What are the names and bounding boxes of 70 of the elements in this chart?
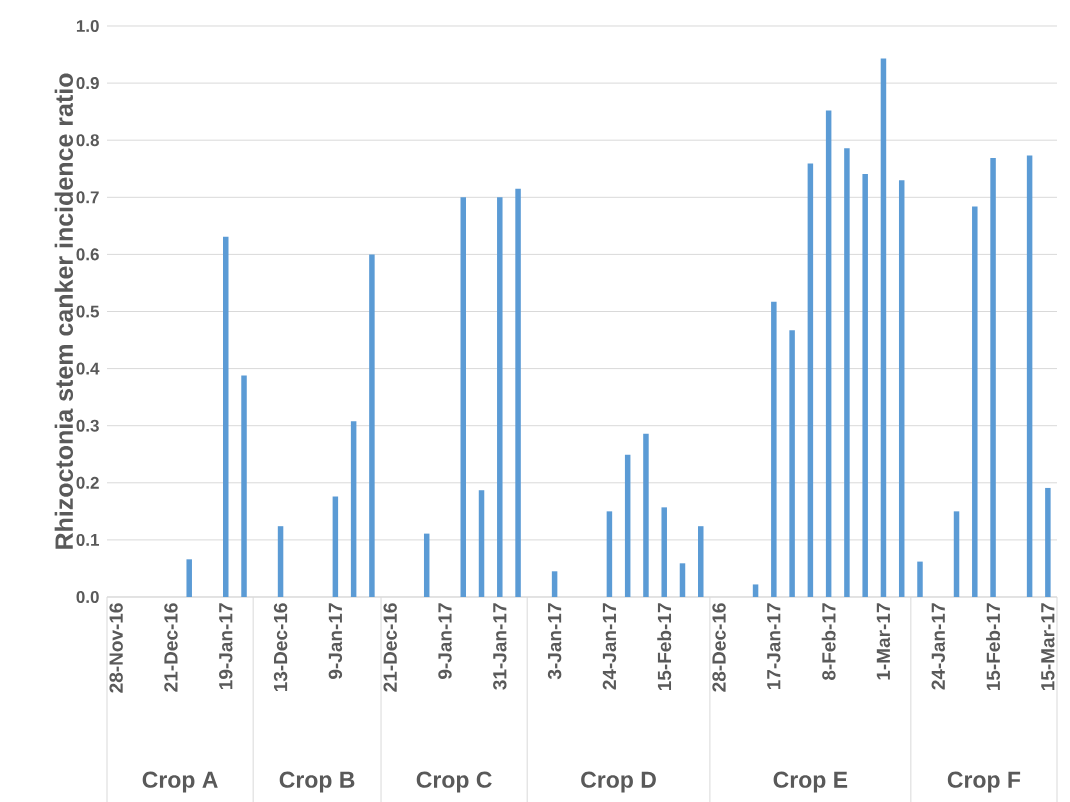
y-tick-label: 0.6 [76, 248, 99, 261]
bar [369, 254, 375, 597]
bar [862, 173, 868, 597]
x-tick-label: 15-Feb-17 [986, 603, 1001, 691]
bar [460, 197, 466, 597]
bar [551, 571, 558, 597]
x-tick-label: 9-Jan-17 [328, 603, 343, 679]
y-tick-label: 0.3 [76, 419, 99, 432]
x-tick-label: 15-Mar-17 [1041, 603, 1055, 691]
bar [825, 110, 832, 597]
bar [771, 301, 777, 597]
x-tick-label: 19-Jan-17 [219, 603, 233, 689]
bar [223, 236, 229, 597]
x-tick-label: 24-Jan-17 [602, 603, 617, 690]
x-tick-label: 21-Dec-16 [164, 603, 178, 692]
x-tick-label: 13-Dec-16 [273, 603, 288, 692]
text: Crop C [416, 771, 492, 793]
bar [898, 180, 905, 597]
x-tick-label: 17-Jan-17 [767, 603, 781, 689]
y-tick-label: 0.9 [76, 77, 99, 90]
y-tick-label: 0.1 [76, 533, 100, 546]
x-tick-label: 9-Jan-17 [438, 603, 452, 679]
y-tick-label: 0.4 [76, 362, 100, 375]
y-tick-label: 1.0 [76, 19, 99, 33]
bar [844, 148, 850, 597]
text: Crop F [947, 771, 1021, 793]
bar [497, 197, 503, 597]
bar [1026, 155, 1033, 597]
y-tick-label: 0.0 [76, 590, 99, 604]
bar [423, 533, 430, 597]
bar [661, 507, 667, 597]
y-tick-label: 0.5 [76, 305, 100, 318]
text: Crop B [279, 771, 355, 793]
bar [624, 454, 631, 597]
bar [880, 58, 887, 597]
x-tick-label: 1-Mar-17 [876, 603, 891, 680]
x-tick-label: 24-Jan-17 [931, 603, 945, 690]
bar [990, 157, 996, 597]
bar [953, 511, 960, 597]
bar [606, 511, 613, 597]
bar [478, 490, 485, 597]
bar [698, 526, 704, 597]
text: Crop E [773, 771, 848, 793]
bar [752, 584, 759, 597]
bar [643, 433, 649, 597]
x-tick-label: 28-Nov-16 [109, 603, 123, 693]
bar [1045, 487, 1051, 597]
x-tick-label: 28-Dec-16 [712, 603, 726, 692]
bar [515, 188, 521, 597]
x-tick-label: 21-Dec-16 [383, 603, 397, 692]
x-tick-label: 15-Feb-17 [657, 603, 672, 691]
bar [679, 563, 686, 597]
y-tick-label: 0.7 [76, 191, 99, 204]
bar [186, 559, 192, 597]
bar [277, 526, 284, 597]
bar [789, 330, 795, 597]
x-tick-label: 3-Jan-17 [547, 603, 562, 680]
text: Crop A [142, 771, 218, 793]
bar [807, 163, 814, 597]
bar [350, 421, 357, 597]
bar [332, 496, 339, 597]
y-tick-label: 0.8 [76, 134, 99, 147]
text: Crop D [581, 771, 656, 793]
bar [241, 375, 247, 597]
x-tick-label: 31-Jan-17 [493, 603, 507, 690]
y-tick-label: 0.2 [76, 476, 99, 489]
x-tick-label: 8-Feb-17 [821, 603, 836, 681]
y-axis-title: Rhizoctonia stem canker incidence ratio [54, 73, 74, 549]
bar [972, 206, 978, 597]
bar [917, 561, 923, 597]
